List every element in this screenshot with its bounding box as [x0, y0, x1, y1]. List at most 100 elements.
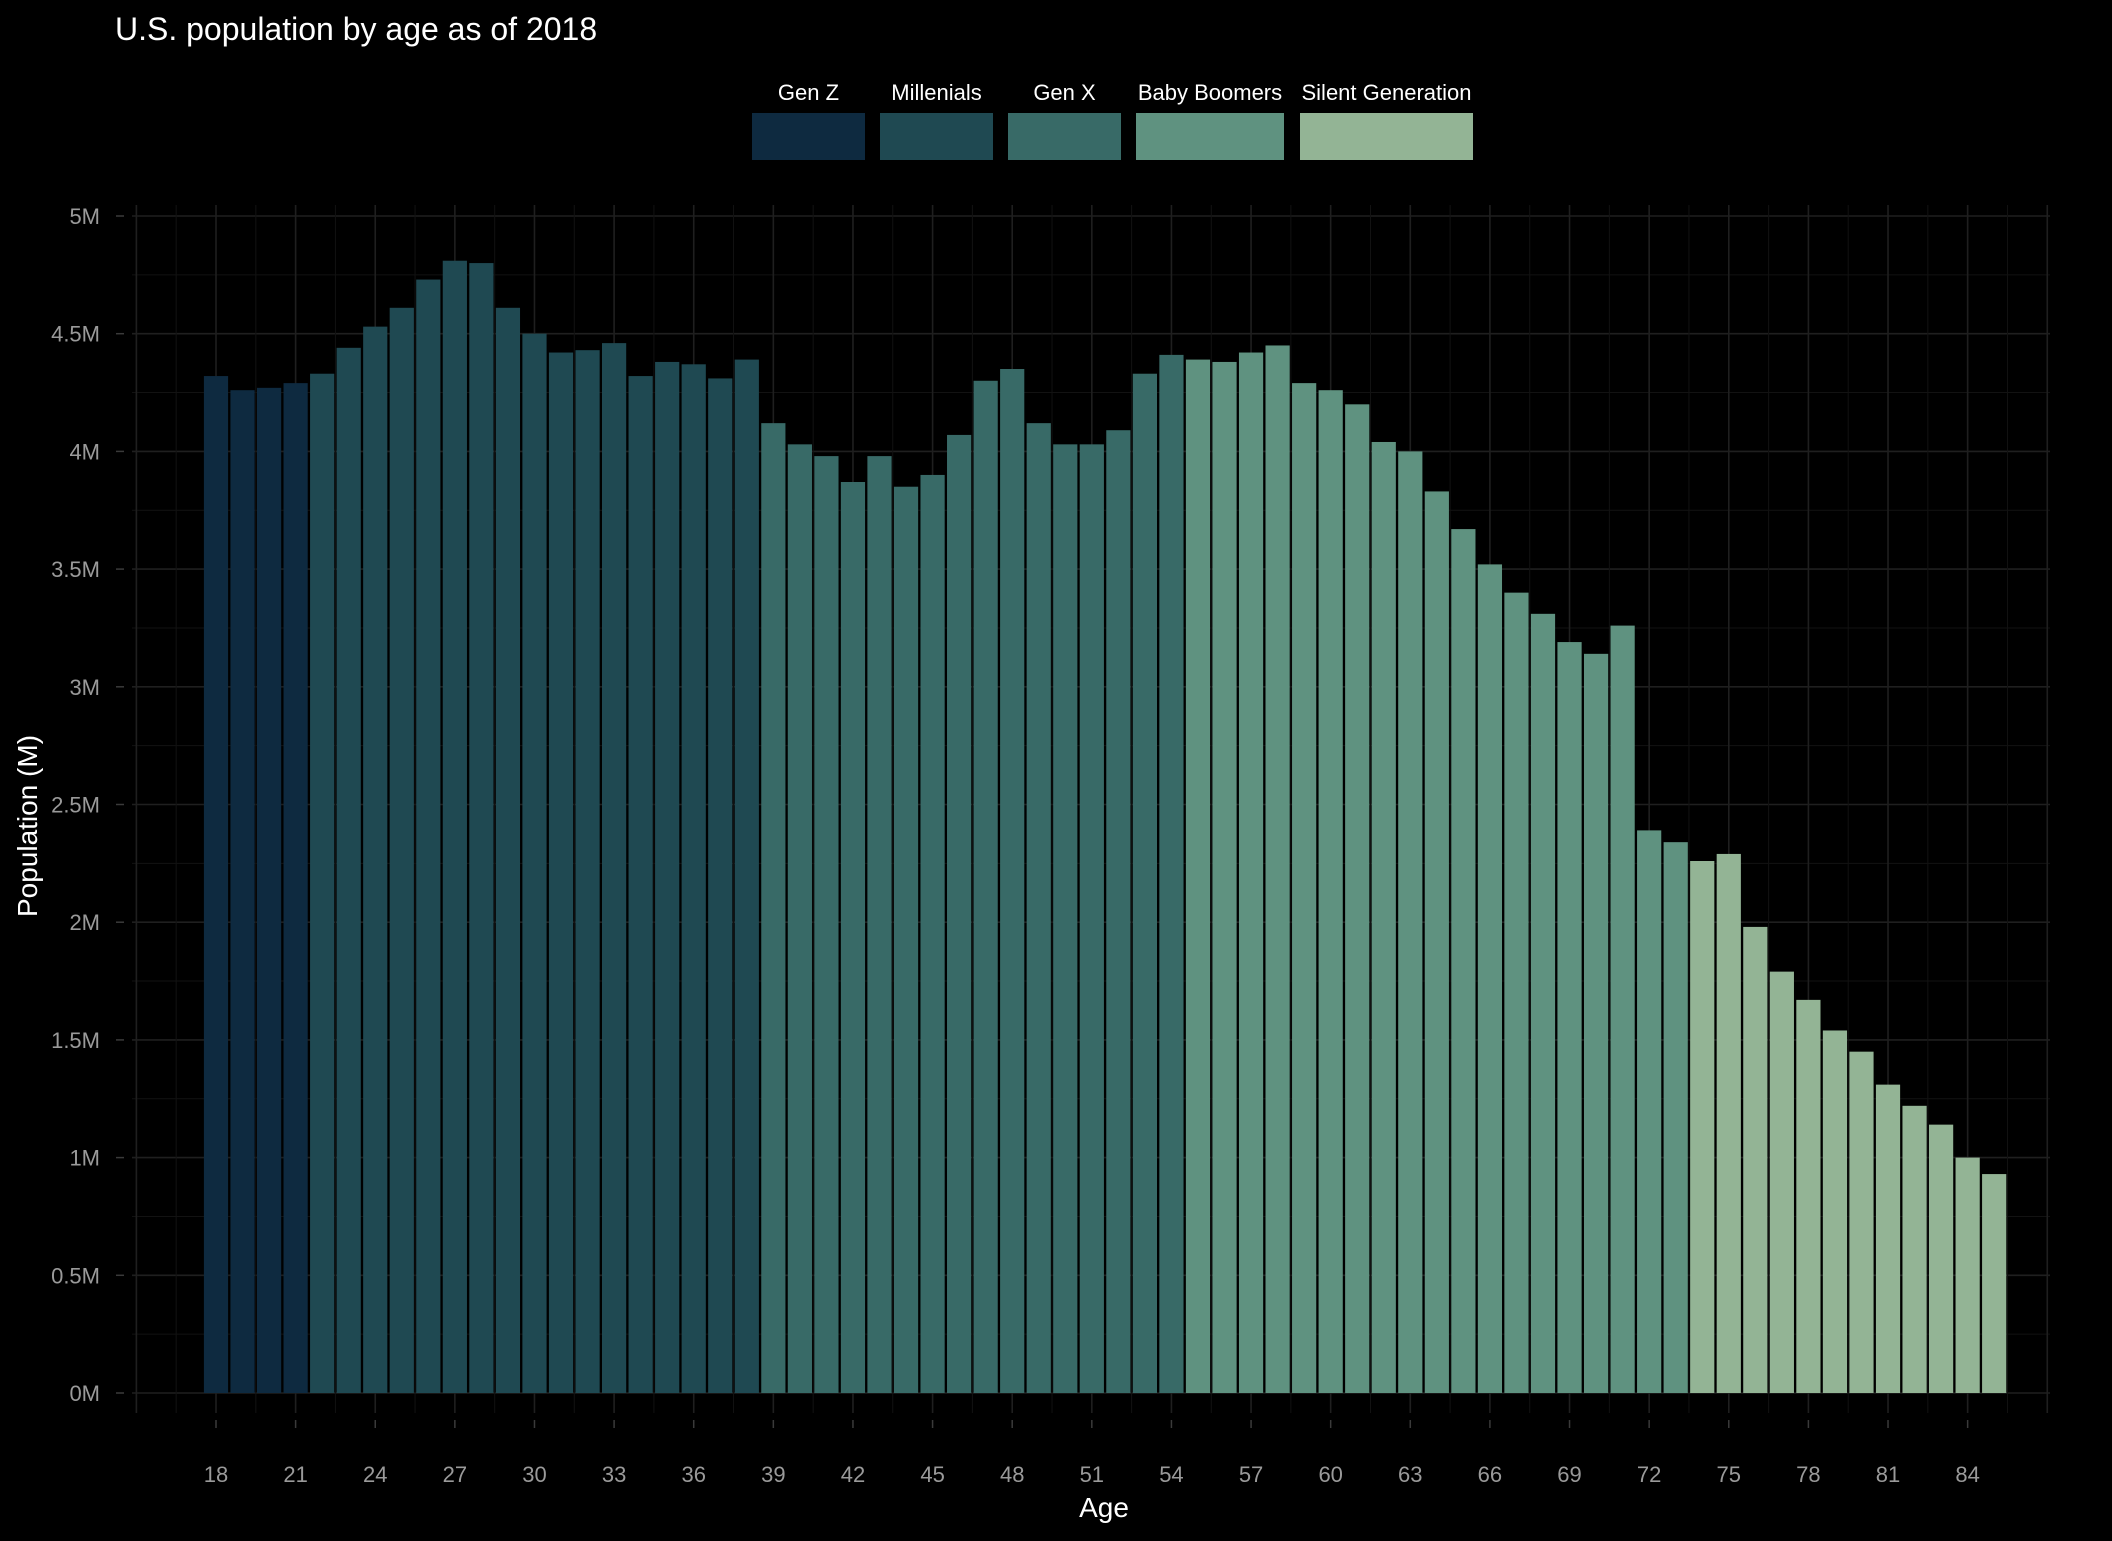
bar-age-48: [1000, 369, 1025, 1393]
bar-age-64: [1424, 491, 1449, 1393]
bar-age-45: [920, 474, 945, 1393]
bar-age-31: [548, 352, 574, 1393]
legend-label: Gen X: [1033, 80, 1096, 105]
bar-age-53: [1132, 373, 1157, 1394]
x-tick-label: 45: [920, 1462, 944, 1487]
legend-swatch: [1136, 113, 1284, 160]
bar-age-18: [203, 376, 229, 1393]
bar-age-46: [947, 434, 972, 1393]
x-tick-label: 66: [1478, 1462, 1502, 1487]
bar-age-42: [840, 482, 866, 1393]
axis-layer: 0M 0.5M 1M 1.5M 2M 2.5M 3M 3.5M 4M 4.5M 5M 18 21 24 27…: [51, 204, 1980, 1487]
x-tick-label: 63: [1398, 1462, 1422, 1487]
bar-age-33: [602, 343, 627, 1393]
bar-age-84: [1955, 1157, 1980, 1393]
x-tick-label: 69: [1557, 1462, 1581, 1487]
bar-age-39: [761, 423, 786, 1393]
bar-age-79: [1822, 1030, 1848, 1393]
x-tick-label: 75: [1717, 1462, 1741, 1487]
x-tick-label: 21: [283, 1462, 307, 1487]
legend-label: Gen Z: [778, 80, 839, 105]
x-tick-label: 72: [1637, 1462, 1661, 1487]
x-tick-label: 81: [1876, 1462, 1900, 1487]
bar-age-26: [416, 279, 441, 1393]
bar-age-61: [1345, 404, 1370, 1393]
bar-age-57: [1238, 352, 1264, 1393]
bar-age-81: [1875, 1084, 1901, 1393]
bar-age-44: [893, 486, 919, 1394]
bar-age-71: [1610, 625, 1635, 1393]
bars-layer: [203, 260, 2007, 1394]
bar-age-54: [1159, 354, 1184, 1393]
x-tick-label: 39: [761, 1462, 785, 1487]
x-tick-label: 78: [1796, 1462, 1820, 1487]
x-tick-label: 18: [204, 1462, 228, 1487]
legend: Gen Z Millenials Gen X Baby Boomers Silent G…: [752, 80, 1473, 160]
x-tick-label: 51: [1080, 1462, 1104, 1487]
x-tick-label: 42: [841, 1462, 865, 1487]
bar-age-20: [256, 387, 282, 1394]
y-tick-label: 4M: [69, 439, 100, 464]
y-tick-label: 1.5M: [51, 1028, 100, 1053]
bar-age-34: [628, 376, 653, 1393]
legend-label: Millenials: [891, 80, 981, 105]
bar-age-74: [1690, 861, 1715, 1393]
bar-age-58: [1265, 345, 1290, 1394]
bar-age-36: [681, 364, 706, 1393]
bar-age-62: [1371, 441, 1396, 1394]
bar-age-19: [230, 390, 255, 1393]
y-tick-label: 0M: [69, 1381, 100, 1406]
bar-age-70: [1583, 653, 1609, 1393]
x-axis-title: Age: [1079, 1492, 1129, 1523]
bar-age-21: [283, 383, 308, 1393]
bar-age-41: [814, 456, 839, 1393]
bar-age-40: [787, 444, 812, 1394]
bar-age-75: [1716, 853, 1741, 1393]
x-tick-label: 60: [1318, 1462, 1342, 1487]
bar-age-73: [1663, 842, 1688, 1393]
bar-age-29: [495, 307, 521, 1393]
bar-age-38: [734, 359, 759, 1394]
bar-age-77: [1769, 971, 1794, 1393]
y-tick-label: 3M: [69, 675, 100, 700]
x-tick-label: 57: [1239, 1462, 1263, 1487]
y-tick-label: 5M: [69, 204, 100, 229]
bar-age-43: [867, 456, 892, 1393]
bar-age-67: [1504, 592, 1529, 1393]
legend-label: Baby Boomers: [1138, 80, 1282, 105]
bar-age-59: [1292, 383, 1317, 1393]
x-tick-label: 48: [1000, 1462, 1024, 1487]
bar-age-68: [1530, 613, 1556, 1393]
y-tick-label: 4.5M: [51, 322, 100, 347]
x-tick-label: 30: [522, 1462, 546, 1487]
y-tick-label: 0.5M: [51, 1263, 100, 1288]
legend-swatch: [1300, 113, 1473, 160]
bar-age-85: [1982, 1174, 2007, 1393]
bar-age-25: [389, 307, 414, 1393]
bar-age-66: [1477, 564, 1503, 1393]
bar-age-80: [1849, 1051, 1874, 1393]
y-tick-label: 3.5M: [51, 557, 100, 582]
legend-item: Silent Generation: [1300, 80, 1473, 160]
bar-age-50: [1053, 444, 1078, 1394]
y-tick-label: 2.5M: [51, 793, 100, 818]
x-tick-label: 24: [363, 1462, 387, 1487]
bar-age-76: [1743, 926, 1768, 1393]
x-tick-label: 33: [602, 1462, 626, 1487]
legend-item: Millenials: [880, 80, 993, 160]
bar-age-78: [1796, 999, 1821, 1393]
bar-age-30: [522, 333, 547, 1394]
bar-age-32: [575, 350, 600, 1394]
bar-age-63: [1398, 451, 1423, 1393]
legend-swatch: [752, 113, 865, 160]
bar-age-65: [1451, 529, 1476, 1393]
x-tick-label: 84: [1955, 1462, 1979, 1487]
x-tick-label: 54: [1159, 1462, 1183, 1487]
legend-item: Gen Z: [752, 80, 865, 160]
legend-swatch: [880, 113, 993, 160]
bar-age-72: [1637, 830, 1662, 1393]
bar-age-23: [336, 347, 361, 1393]
y-tick-label: 2M: [69, 910, 100, 935]
bar-age-83: [1929, 1124, 1954, 1393]
